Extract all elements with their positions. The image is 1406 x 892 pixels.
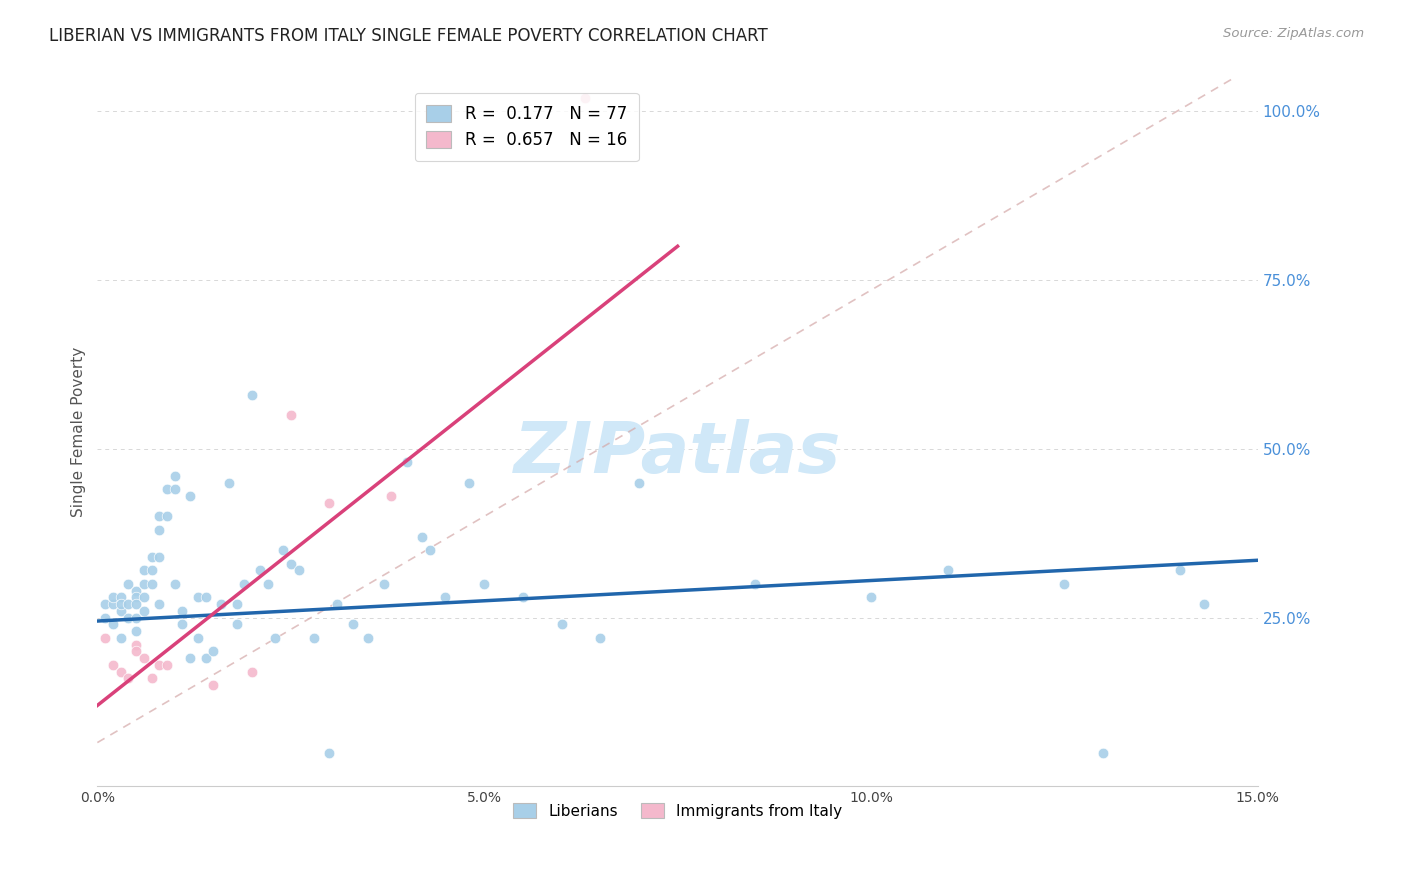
Point: [148, 549, 170, 564]
Point: [225, 617, 247, 632]
Point: [132, 651, 155, 665]
Point: [240, 665, 263, 679]
Point: [249, 563, 271, 577]
Point: [163, 468, 186, 483]
Point: [94, 597, 117, 611]
Point: [101, 597, 124, 611]
Point: [419, 543, 441, 558]
Point: [172, 604, 194, 618]
Point: [574, 91, 596, 105]
Point: [187, 591, 209, 605]
Point: [357, 631, 380, 645]
Point: [141, 577, 163, 591]
Text: LIBERIAN VS IMMIGRANTS FROM ITALY SINGLE FEMALE POVERTY CORRELATION CHART: LIBERIAN VS IMMIGRANTS FROM ITALY SINGLE…: [49, 27, 768, 45]
Point: [264, 631, 287, 645]
Point: [125, 624, 148, 639]
Point: [141, 549, 163, 564]
Point: [233, 577, 256, 591]
Point: [271, 543, 294, 558]
Point: [117, 672, 139, 686]
Point: [132, 577, 155, 591]
Point: [589, 631, 612, 645]
Point: [202, 678, 225, 692]
Point: [101, 591, 124, 605]
Point: [457, 475, 479, 490]
Point: [1092, 746, 1115, 760]
Point: [434, 591, 457, 605]
Point: [132, 563, 155, 577]
Point: [225, 597, 247, 611]
Point: [472, 577, 495, 591]
Point: [148, 523, 170, 537]
Point: [1170, 563, 1192, 577]
Point: [859, 591, 882, 605]
Point: [302, 631, 325, 645]
Point: [148, 509, 170, 524]
Point: [125, 644, 148, 658]
Point: [163, 577, 186, 591]
Point: [156, 657, 179, 672]
Point: [938, 563, 960, 577]
Point: [202, 644, 225, 658]
Point: [141, 672, 163, 686]
Point: [280, 408, 302, 422]
Point: [125, 591, 148, 605]
Point: [342, 617, 364, 632]
Y-axis label: Single Female Poverty: Single Female Poverty: [72, 347, 86, 517]
Point: [94, 631, 117, 645]
Point: [141, 563, 163, 577]
Point: [125, 610, 148, 624]
Point: [373, 577, 395, 591]
Point: [148, 657, 170, 672]
Point: [125, 638, 148, 652]
Point: [318, 746, 340, 760]
Point: [110, 591, 132, 605]
Point: [240, 388, 263, 402]
Point: [1192, 597, 1215, 611]
Point: [627, 475, 650, 490]
Point: [380, 489, 402, 503]
Point: [179, 651, 201, 665]
Point: [218, 475, 240, 490]
Point: [1053, 577, 1076, 591]
Point: [117, 610, 139, 624]
Point: [117, 577, 139, 591]
Point: [94, 610, 117, 624]
Point: [326, 597, 349, 611]
Point: [156, 509, 179, 524]
Point: [318, 496, 340, 510]
Point: [256, 577, 278, 591]
Point: [110, 631, 132, 645]
Text: ZIPatlas: ZIPatlas: [515, 418, 841, 488]
Legend: Liberians, Immigrants from Italy: Liberians, Immigrants from Italy: [508, 797, 848, 825]
Point: [156, 483, 179, 497]
Point: [132, 591, 155, 605]
Point: [101, 657, 124, 672]
Text: Source: ZipAtlas.com: Source: ZipAtlas.com: [1223, 27, 1364, 40]
Point: [187, 631, 209, 645]
Point: [280, 557, 302, 571]
Point: [411, 530, 433, 544]
Point: [125, 597, 148, 611]
Point: [744, 577, 766, 591]
Point: [163, 483, 186, 497]
Point: [209, 597, 232, 611]
Point: [148, 597, 170, 611]
Point: [110, 597, 132, 611]
Point: [172, 617, 194, 632]
Point: [117, 597, 139, 611]
Point: [101, 617, 124, 632]
Point: [125, 583, 148, 598]
Point: [110, 604, 132, 618]
Point: [132, 604, 155, 618]
Point: [110, 665, 132, 679]
Point: [512, 591, 534, 605]
Point: [395, 455, 418, 469]
Point: [550, 617, 572, 632]
Point: [194, 651, 217, 665]
Point: [179, 489, 201, 503]
Point: [287, 563, 309, 577]
Point: [194, 591, 217, 605]
